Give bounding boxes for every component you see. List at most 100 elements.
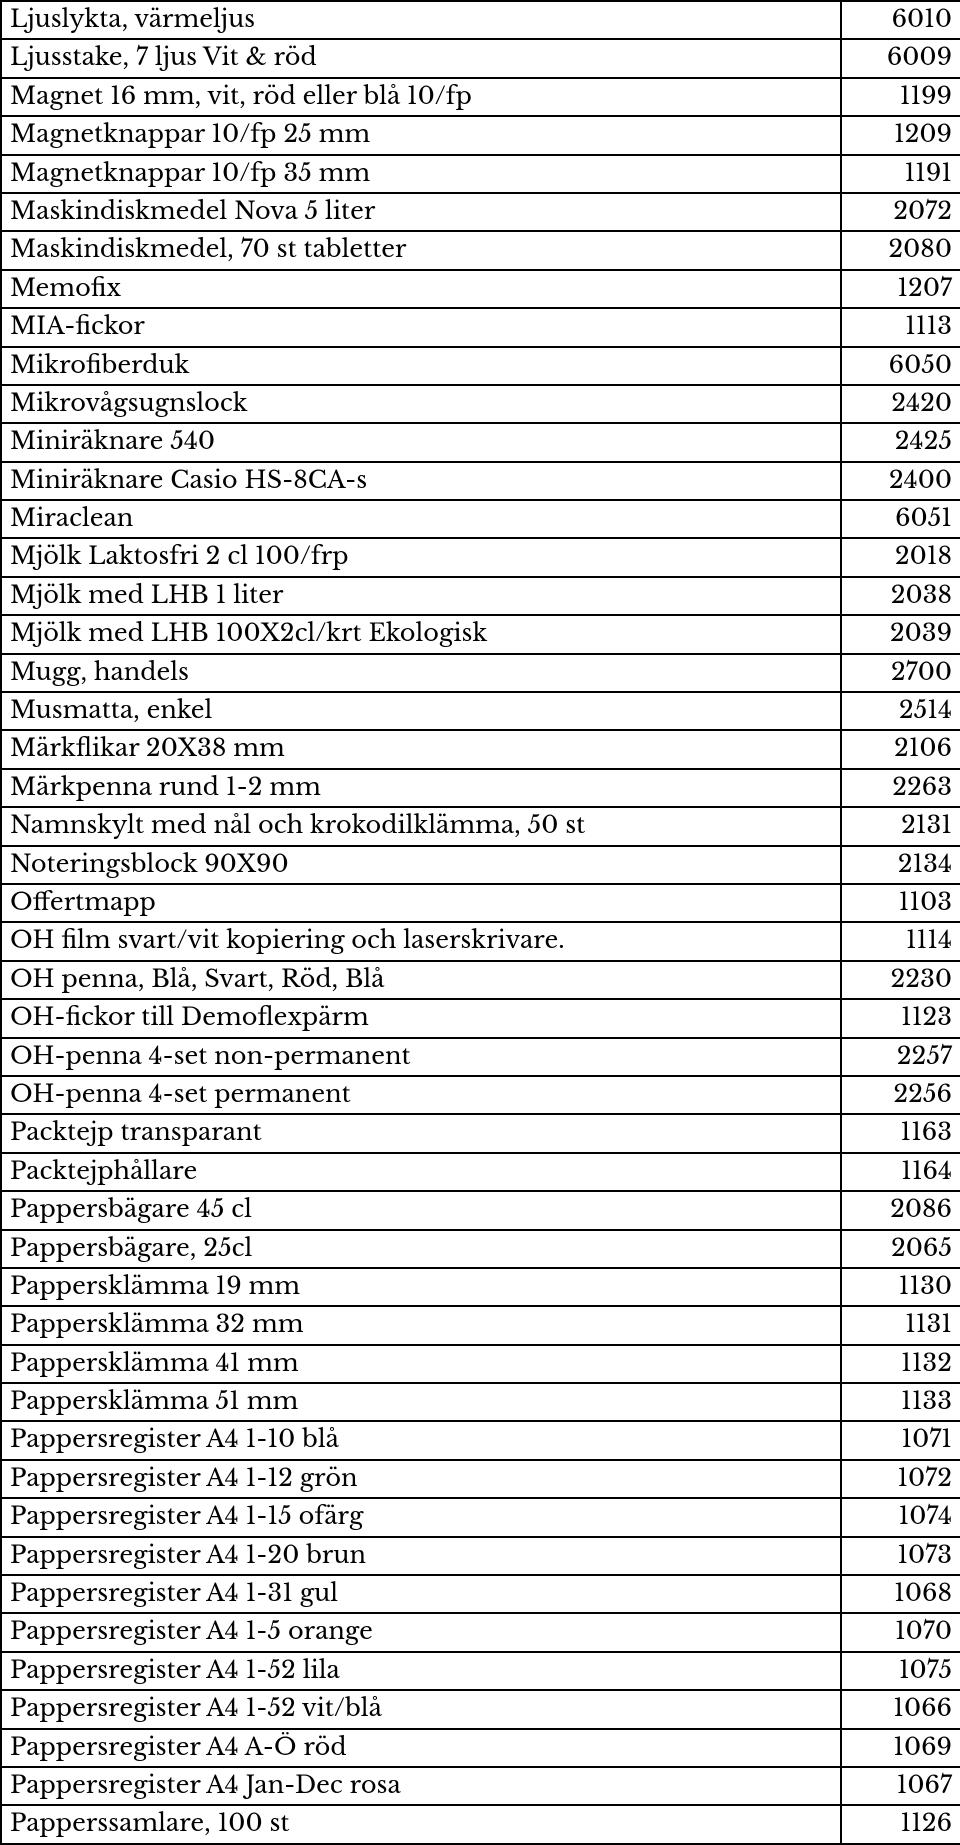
- product-name-cell: Pappersbägare 45 cl: [1, 1191, 841, 1229]
- product-name-cell: Pappersregister A4 1-31 gul: [1, 1575, 841, 1613]
- product-code-cell: 2018: [841, 538, 960, 576]
- product-name-cell: Mjölk med LHB 1 liter: [1, 577, 841, 615]
- product-code-cell: 6010: [841, 1, 960, 39]
- table-row: Namnskylt med nål och krokodilklämma, 50…: [1, 807, 960, 845]
- product-name-cell: Pappersregister A4 1-5 orange: [1, 1613, 841, 1651]
- product-name-cell: OH film svart/vit kopiering och laserskr…: [1, 922, 841, 960]
- product-code-cell: 2039: [841, 615, 960, 653]
- product-name-cell: Papperssamlare, 100 st: [1, 1805, 841, 1843]
- product-code-cell: 2256: [841, 1076, 960, 1114]
- table-row: Märkpenna rund 1-2 mm2263: [1, 769, 960, 807]
- product-code-cell: 2400: [841, 462, 960, 500]
- product-name-cell: Pappersregister A4 1-20 brun: [1, 1537, 841, 1575]
- table-row: OH-fickor till Demoflexpärm1123: [1, 999, 960, 1037]
- table-row: Maskindiskmedel Nova 5 liter2072: [1, 193, 960, 231]
- table-row: Pappersregister A4 1-12 grön1072: [1, 1460, 960, 1498]
- product-name-cell: Mjölk Laktosfri 2 cl 100/frp: [1, 538, 841, 576]
- product-code-cell: 2106: [841, 730, 960, 768]
- table-row: Mikrofiberduk6050: [1, 347, 960, 385]
- product-table-body: Ljuslykta, värmeljus6010Ljusstake, 7 lju…: [1, 1, 960, 1844]
- table-row: Packtejphållare1164: [1, 1153, 960, 1191]
- product-code-cell: 1209: [841, 116, 960, 154]
- product-code-cell: 1130: [841, 1268, 960, 1306]
- product-name-cell: Packtejp transparant: [1, 1114, 841, 1152]
- table-row: Pappersregister A4 1-52 vit/blå1066: [1, 1690, 960, 1728]
- table-row: Pappersregister A4 1-10 blå1071: [1, 1421, 960, 1459]
- product-code-cell: 1074: [841, 1498, 960, 1536]
- product-code-cell: 2065: [841, 1230, 960, 1268]
- product-code-cell: 1164: [841, 1153, 960, 1191]
- product-name-cell: Pappersbägare, 25cl: [1, 1230, 841, 1268]
- product-code-cell: 2700: [841, 654, 960, 692]
- product-name-cell: MIA-fickor: [1, 308, 841, 346]
- table-row: Memofix1207: [1, 270, 960, 308]
- product-name-cell: Maskindiskmedel, 70 st tabletter: [1, 231, 841, 269]
- product-name-cell: Pappersklämma 19 mm: [1, 1268, 841, 1306]
- product-name-cell: Noteringsblock 90X90: [1, 846, 841, 884]
- table-row: Noteringsblock 90X902134: [1, 846, 960, 884]
- table-row: Packtejp transparant1163: [1, 1114, 960, 1152]
- table-row: Miniräknare 5402425: [1, 423, 960, 461]
- product-name-cell: OH-penna 4-set permanent: [1, 1076, 841, 1114]
- table-row: Pappersregister A4 1-15 ofärg1074: [1, 1498, 960, 1536]
- table-row: Magnet 16 mm, vit, röd eller blå 10/fp11…: [1, 78, 960, 116]
- table-row: Pappersbägare 45 cl2086: [1, 1191, 960, 1229]
- product-name-cell: Packtejphållare: [1, 1153, 841, 1191]
- product-name-cell: Memofix: [1, 270, 841, 308]
- table-row: Magnetknappar 10/fp 25 mm1209: [1, 116, 960, 154]
- product-name-cell: Märkpenna rund 1-2 mm: [1, 769, 841, 807]
- product-code-cell: 1199: [841, 78, 960, 116]
- product-code-cell: 1163: [841, 1114, 960, 1152]
- product-name-cell: Offertmapp: [1, 884, 841, 922]
- product-code-cell: 1068: [841, 1575, 960, 1613]
- table-row: Mjölk med LHB 1 liter2038: [1, 577, 960, 615]
- table-row: Pappersbägare, 25cl2065: [1, 1230, 960, 1268]
- product-name-cell: Miniräknare 540: [1, 423, 841, 461]
- product-code-cell: 1113: [841, 308, 960, 346]
- product-code-cell: 1131: [841, 1306, 960, 1344]
- table-row: Pappersregister A4 1-20 brun1073: [1, 1537, 960, 1575]
- table-row: Pappersklämma 41 mm1132: [1, 1345, 960, 1383]
- table-row: OH film svart/vit kopiering och laserskr…: [1, 922, 960, 960]
- table-row: Pappersklämma 51 mm1133: [1, 1383, 960, 1421]
- table-row: Mjölk Laktosfri 2 cl 100/frp2018: [1, 538, 960, 576]
- product-code-cell: 1123: [841, 999, 960, 1037]
- product-code-cell: 1069: [841, 1729, 960, 1767]
- table-row: Musmatta, enkel2514: [1, 692, 960, 730]
- table-row: Magnetknappar 10/fp 35 mm1191: [1, 155, 960, 193]
- product-name-cell: Märkflikar 20X38 mm: [1, 730, 841, 768]
- product-code-cell: 1207: [841, 270, 960, 308]
- product-code-cell: 1075: [841, 1652, 960, 1690]
- product-code-cell: 1072: [841, 1460, 960, 1498]
- product-name-cell: Pappersregister A4 A-Ö röd: [1, 1729, 841, 1767]
- product-name-cell: OH penna, Blå, Svart, Röd, Blå: [1, 961, 841, 999]
- product-code-cell: 2080: [841, 231, 960, 269]
- product-code-cell: 1132: [841, 1345, 960, 1383]
- product-name-cell: Ljusstake, 7 ljus Vit & röd: [1, 39, 841, 77]
- product-name-cell: Pappersregister A4 1-15 ofärg: [1, 1498, 841, 1536]
- product-name-cell: Mugg, handels: [1, 654, 841, 692]
- product-code-cell: 1103: [841, 884, 960, 922]
- product-name-cell: Mikrovågsugnslock: [1, 385, 841, 423]
- table-row: Pappersklämma 32 mm1131: [1, 1306, 960, 1344]
- table-row: OH-penna 4-set permanent2256: [1, 1076, 960, 1114]
- product-name-cell: Miniräknare Casio HS-8CA-s: [1, 462, 841, 500]
- product-code-cell: 2420: [841, 385, 960, 423]
- table-row: Pappersregister A4 1-31 gul1068: [1, 1575, 960, 1613]
- product-table: Ljuslykta, värmeljus6010Ljusstake, 7 lju…: [0, 0, 960, 1845]
- table-row: Papperssamlare, 100 st1126: [1, 1805, 960, 1843]
- table-row: Miniräknare Casio HS-8CA-s2400: [1, 462, 960, 500]
- product-name-cell: OH-penna 4-set non-permanent: [1, 1038, 841, 1076]
- product-code-cell: 2086: [841, 1191, 960, 1229]
- product-code-cell: 1073: [841, 1537, 960, 1575]
- table-row: MIA-fickor1113: [1, 308, 960, 346]
- table-row: Ljuslykta, värmeljus6010: [1, 1, 960, 39]
- product-name-cell: Musmatta, enkel: [1, 692, 841, 730]
- table-row: OH penna, Blå, Svart, Röd, Blå2230: [1, 961, 960, 999]
- product-name-cell: Mikrofiberduk: [1, 347, 841, 385]
- table-row: OH-penna 4-set non-permanent2257: [1, 1038, 960, 1076]
- product-name-cell: Miraclean: [1, 500, 841, 538]
- product-code-cell: 2425: [841, 423, 960, 461]
- product-name-cell: Magnetknappar 10/fp 25 mm: [1, 116, 841, 154]
- product-name-cell: Pappersklämma 41 mm: [1, 1345, 841, 1383]
